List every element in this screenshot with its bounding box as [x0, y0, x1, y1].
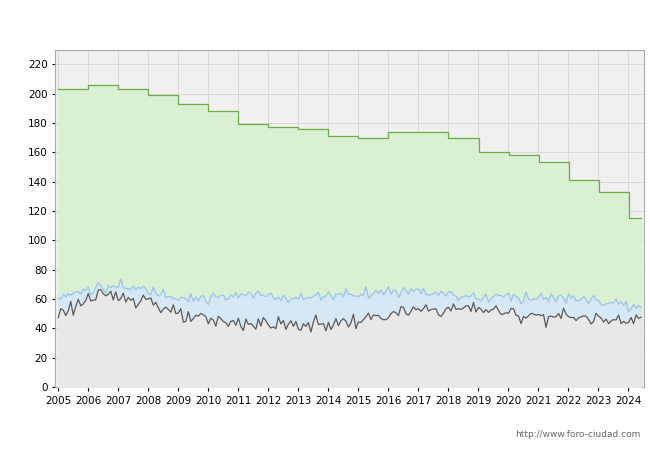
- Text: http://www.foro-ciudad.com: http://www.foro-ciudad.com: [515, 430, 640, 439]
- Text: Espino de la Orbada - Evolucion de la poblacion en edad de Trabajar Mayo de 2024: Espino de la Orbada - Evolucion de la po…: [51, 15, 599, 28]
